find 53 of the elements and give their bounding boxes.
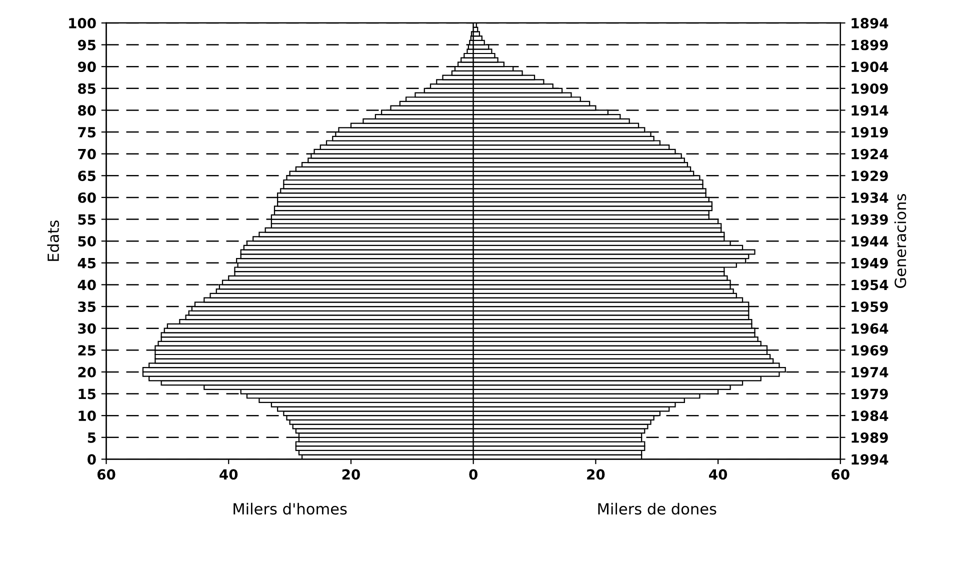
y-tick-label: 25 bbox=[78, 345, 96, 356]
y2-tick-label: 1904 bbox=[852, 62, 888, 72]
y-tick-label: 40 bbox=[78, 280, 96, 290]
y-tick-label: 10 bbox=[78, 410, 96, 422]
y2-tick-label: 1989 bbox=[852, 432, 888, 443]
y-tick-label: 80 bbox=[78, 105, 96, 116]
x-tick-label: 40 bbox=[220, 469, 238, 480]
y-tick-label: 60 bbox=[78, 192, 96, 203]
y-tick-label: 45 bbox=[78, 258, 96, 268]
y2-tick-label: 1954 bbox=[852, 280, 888, 290]
y2-tick-label: 1909 bbox=[852, 83, 888, 94]
y2-tick-label: 1949 bbox=[852, 258, 888, 268]
y2-tick-label: 1914 bbox=[852, 105, 888, 116]
x-tick-label: 0 bbox=[469, 469, 478, 480]
text: Milers d'homes bbox=[234, 502, 347, 515]
y-axis-title: Edats bbox=[47, 220, 60, 261]
y-tick-label: 5 bbox=[88, 432, 96, 443]
y2-tick-label: 1974 bbox=[852, 366, 888, 378]
y2-tick-label: 1929 bbox=[852, 170, 888, 182]
y-tick-label: 85 bbox=[78, 83, 96, 94]
x-tick-label: 20 bbox=[342, 469, 360, 480]
y2-tick-label: 1939 bbox=[852, 214, 888, 225]
x-tick-label: 20 bbox=[587, 469, 605, 480]
y2-tick-label: 1944 bbox=[852, 236, 888, 247]
y-tick-label: 100 bbox=[69, 18, 96, 28]
y2-tick-label: 1964 bbox=[852, 323, 888, 334]
y-tick-label: 95 bbox=[78, 40, 96, 50]
y-tick-label: 90 bbox=[78, 62, 96, 72]
x-tick-label: 60 bbox=[832, 469, 850, 480]
y2-tick-label: 1969 bbox=[852, 345, 888, 356]
x-tick-label: 60 bbox=[97, 469, 116, 480]
y2-axis-title: Generacions bbox=[894, 194, 906, 288]
y-tick-label: 75 bbox=[78, 127, 96, 138]
y2-tick-label: 1979 bbox=[852, 388, 888, 400]
y-tick-label: 0 bbox=[88, 454, 96, 465]
y2-tick-label: 1994 bbox=[852, 454, 888, 465]
y2-tick-label: 1919 bbox=[852, 127, 888, 138]
y2-tick-label: 1924 bbox=[852, 148, 888, 160]
y-tick-label: 55 bbox=[78, 214, 96, 225]
text: Milers de dones bbox=[598, 502, 716, 515]
y-tick-label: 15 bbox=[78, 388, 96, 400]
y-tick-label: 65 bbox=[78, 170, 96, 182]
y-tick-label: 50 bbox=[78, 236, 96, 247]
y2-tick-label: 1894 bbox=[852, 18, 888, 28]
y-tick-label: 35 bbox=[78, 301, 96, 312]
y2-tick-label: 1984 bbox=[852, 410, 888, 422]
y-tick-label: 30 bbox=[78, 323, 96, 334]
y2-tick-label: 1934 bbox=[852, 192, 888, 203]
y-tick-label: 20 bbox=[78, 366, 96, 378]
y2-tick-label: 1959 bbox=[852, 302, 888, 312]
y-tick-label: 70 bbox=[78, 148, 96, 160]
x-tick-label: 40 bbox=[709, 469, 728, 480]
y2-tick-label: 1899 bbox=[852, 40, 888, 50]
